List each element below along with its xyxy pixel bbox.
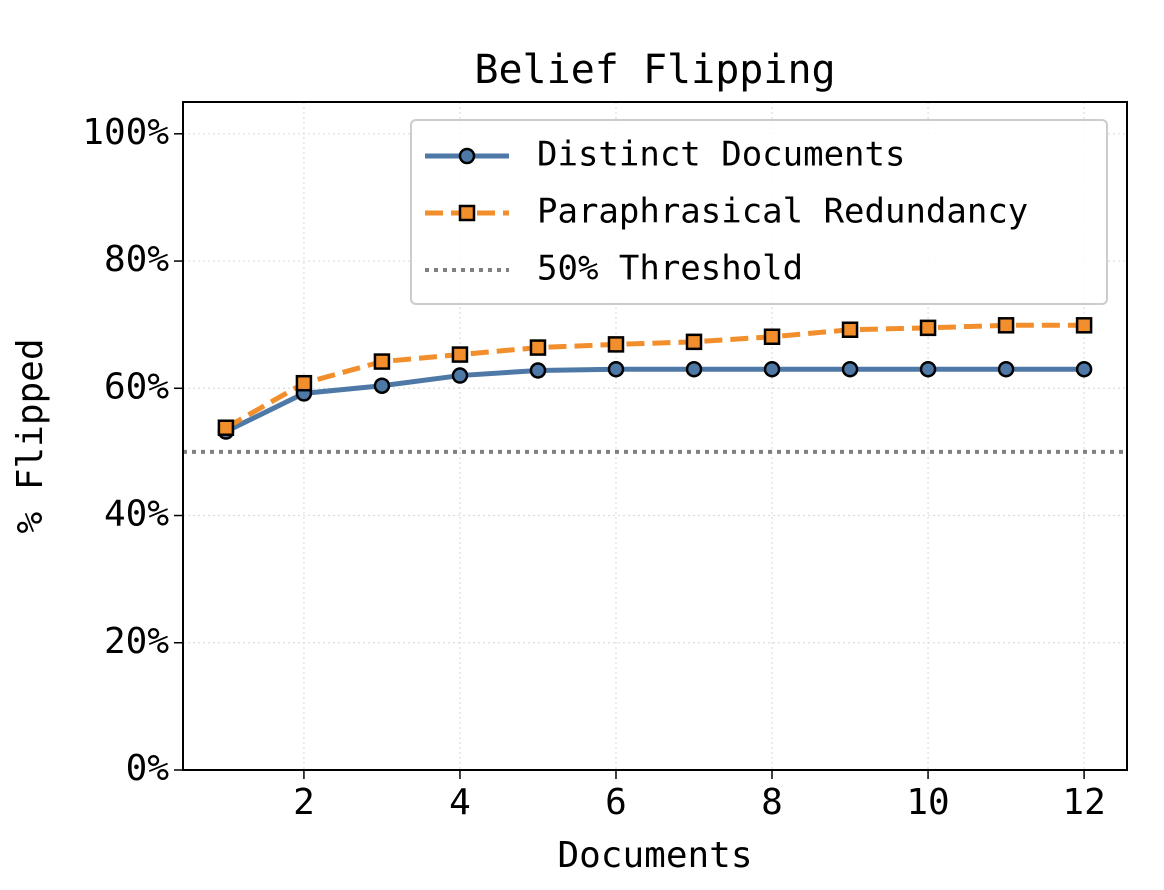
marker bbox=[1075, 360, 1093, 378]
y-tick-label: 20% bbox=[104, 621, 169, 662]
x-tick-label: 6 bbox=[605, 782, 627, 823]
y-tick-label: 80% bbox=[104, 239, 169, 280]
x-tick-label: 4 bbox=[449, 782, 471, 823]
chart-title: Belief Flipping bbox=[474, 47, 835, 93]
marker bbox=[841, 360, 859, 378]
marker bbox=[919, 319, 937, 337]
marker bbox=[685, 360, 703, 378]
marker bbox=[607, 360, 625, 378]
x-axis-label: Documents bbox=[557, 835, 752, 876]
x-tick-label: 2 bbox=[293, 782, 315, 823]
series-line bbox=[224, 366, 1085, 434]
plot-frame bbox=[182, 101, 1128, 771]
marker bbox=[997, 317, 1015, 334]
y-tick-label: 40% bbox=[104, 494, 169, 535]
marker bbox=[919, 360, 937, 378]
legend-box bbox=[410, 119, 1108, 305]
y-tick-label: 100% bbox=[82, 112, 169, 153]
legend-marker bbox=[458, 147, 476, 165]
marker bbox=[763, 328, 781, 346]
marker bbox=[607, 336, 625, 353]
marker bbox=[451, 367, 469, 384]
y-axis-label: % Flipped bbox=[10, 338, 51, 533]
marker bbox=[997, 360, 1015, 378]
y-tick-label: 0% bbox=[126, 748, 170, 789]
x-tick-label: 10 bbox=[906, 782, 949, 823]
x-tick-label: 12 bbox=[1062, 782, 1105, 823]
legend-label: Distinct Documents bbox=[537, 135, 905, 175]
legend-label: 50% Threshold bbox=[537, 249, 803, 289]
y-tick-label: 60% bbox=[104, 366, 169, 407]
x-tick-label: 8 bbox=[761, 782, 783, 823]
legend-label: Paraphrasical Redundancy bbox=[537, 192, 1028, 232]
marker bbox=[373, 377, 391, 394]
marker bbox=[529, 362, 547, 379]
marker bbox=[529, 339, 547, 356]
marker bbox=[763, 360, 781, 378]
marker bbox=[685, 333, 703, 351]
marker bbox=[1075, 317, 1093, 334]
series-line bbox=[224, 322, 1085, 430]
legend-marker bbox=[458, 204, 476, 222]
marker bbox=[217, 419, 235, 436]
marker bbox=[451, 346, 469, 363]
marker bbox=[295, 374, 313, 392]
marker bbox=[373, 353, 391, 370]
marker bbox=[841, 321, 859, 339]
